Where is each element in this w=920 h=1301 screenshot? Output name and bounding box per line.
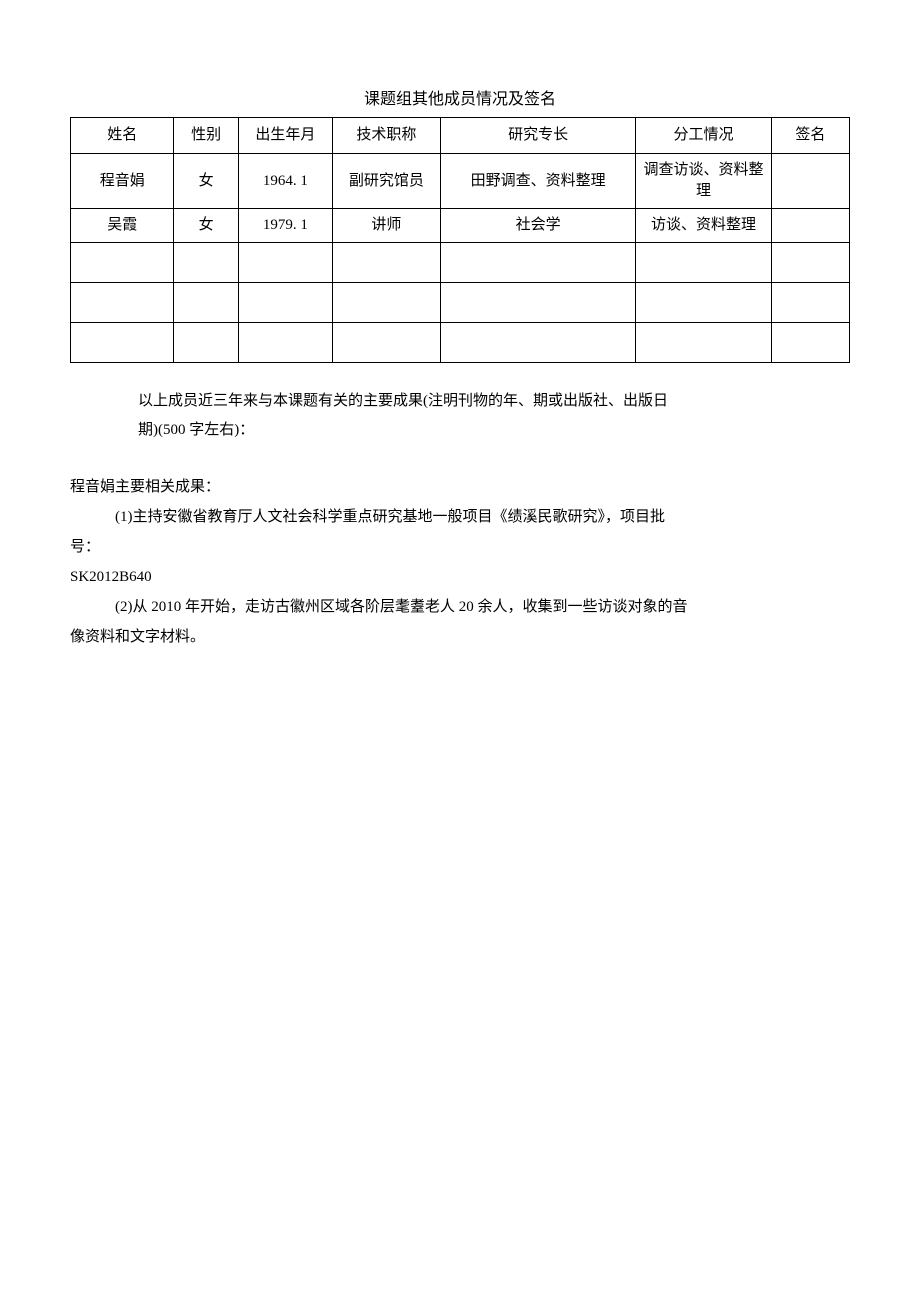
intro-paragraph: 以上成员近三年来与本课题有关的主要成果(注明刊物的年、期或出版社、出版日 期)(… [70,387,850,444]
body-content: 程音娟主要相关成果： (1)主持安徽省教育厅人文社会科学重点研究基地一般项目《绩… [70,472,850,652]
body-project-code: SK2012B640 [70,562,850,592]
page-title: 课题组其他成员情况及签名 [70,85,850,109]
table-row-empty [71,243,850,283]
col-header-title: 技术职称 [332,118,440,154]
cell-empty [636,243,772,283]
col-header-specialty: 研究专长 [440,118,635,154]
cell-title: 副研究馆员 [332,154,440,209]
cell-empty [174,283,238,323]
body-item2-line2: 像资料和文字材料。 [70,622,850,652]
cell-empty [332,243,440,283]
cell-name: 程音娟 [71,154,174,209]
cell-gender: 女 [174,154,238,209]
body-item2-line1: (2)从 2010 年开始，走访古徽州区域各阶层耄耋老人 20 余人，收集到一些… [70,592,850,622]
cell-empty [174,243,238,283]
cell-gender: 女 [174,209,238,243]
cell-birth: 1964. 1 [238,154,332,209]
cell-title: 讲师 [332,209,440,243]
cell-empty [332,283,440,323]
cell-sign [771,154,849,209]
table-row: 程音娟 女 1964. 1 副研究馆员 田野调查、资料整理 调查访谈、资料整理 [71,154,850,209]
cell-empty [71,283,174,323]
table-row-empty [71,283,850,323]
col-header-division: 分工情况 [636,118,772,154]
col-header-birth: 出生年月 [238,118,332,154]
cell-empty [771,283,849,323]
cell-empty [636,323,772,363]
cell-empty [440,283,635,323]
cell-empty [332,323,440,363]
table-row-empty [71,323,850,363]
cell-empty [238,323,332,363]
cell-empty [771,323,849,363]
body-heading: 程音娟主要相关成果： [70,472,850,502]
body-item1-line1: (1)主持安徽省教育厅人文社会科学重点研究基地一般项目《绩溪民歌研究》，项目批 [70,502,850,532]
col-header-sign: 签名 [771,118,849,154]
col-header-name: 姓名 [71,118,174,154]
cell-empty [174,323,238,363]
table-header-row: 姓名 性别 出生年月 技术职称 研究专长 分工情况 签名 [71,118,850,154]
cell-empty [440,243,635,283]
cell-empty [238,243,332,283]
cell-empty [71,323,174,363]
body-item1-line2: 号： [70,532,850,562]
intro-line1: 以上成员近三年来与本课题有关的主要成果(注明刊物的年、期或出版社、出版日 [138,393,668,409]
cell-division: 访谈、资料整理 [636,209,772,243]
cell-empty [771,243,849,283]
cell-specialty: 田野调查、资料整理 [440,154,635,209]
table-row: 吴霞 女 1979. 1 讲师 社会学 访谈、资料整理 [71,209,850,243]
cell-empty [636,283,772,323]
intro-line2: 期)(500 字左右)： [138,422,254,438]
cell-empty [440,323,635,363]
members-table: 姓名 性别 出生年月 技术职称 研究专长 分工情况 签名 程音娟 女 1964.… [70,117,850,363]
cell-sign [771,209,849,243]
cell-birth: 1979. 1 [238,209,332,243]
cell-specialty: 社会学 [440,209,635,243]
col-header-gender: 性别 [174,118,238,154]
cell-empty [71,243,174,283]
cell-empty [238,283,332,323]
cell-name: 吴霞 [71,209,174,243]
cell-division: 调查访谈、资料整理 [636,154,772,209]
